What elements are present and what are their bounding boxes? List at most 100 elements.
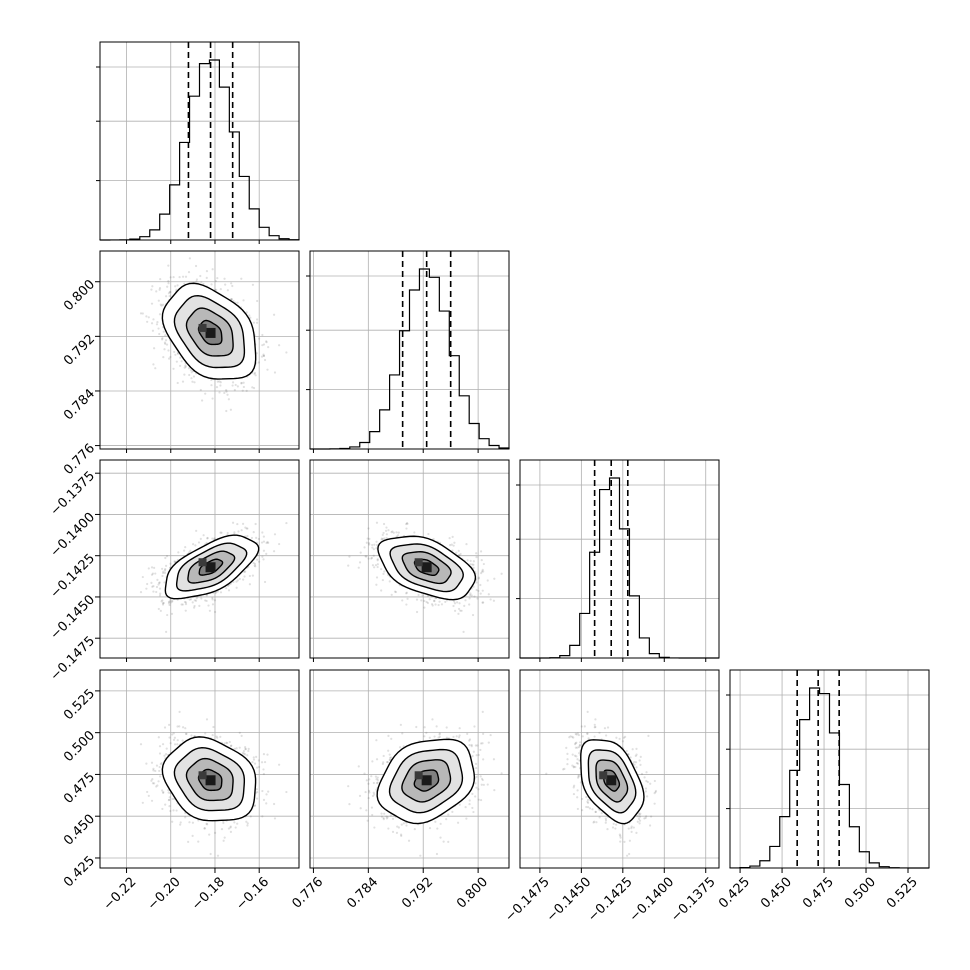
sample-point: [160, 304, 163, 307]
sample-point: [406, 597, 409, 600]
sample-point: [184, 609, 187, 612]
sample-point: [181, 275, 185, 278]
sample-point: [243, 570, 246, 574]
sample-point: [500, 572, 503, 575]
sample-point: [466, 559, 469, 562]
sample-point: [253, 564, 256, 567]
sample-point: [167, 600, 171, 604]
sample-point: [262, 535, 265, 538]
sample-point: [263, 580, 267, 584]
sample-point: [229, 744, 233, 748]
sample-point: [234, 383, 237, 387]
sample-point: [164, 568, 167, 571]
sample-point: [168, 603, 171, 607]
sample-point: [434, 603, 437, 606]
sample-point: [173, 560, 176, 564]
sample-point: [238, 577, 241, 581]
sample-point: [161, 807, 164, 811]
sample-point: [255, 766, 259, 769]
sample-point: [375, 583, 378, 586]
sample-point: [421, 594, 424, 597]
sample-point: [170, 612, 174, 615]
histogram-panel-2: [516, 459, 720, 662]
sample-point: [482, 601, 485, 604]
sample-point: [211, 537, 214, 540]
sample-point: [179, 356, 182, 359]
sample-point: [440, 603, 444, 606]
sample-point: [193, 599, 196, 602]
sample-point: [232, 580, 235, 584]
sample-point: [159, 775, 162, 778]
sample-point: [199, 388, 202, 392]
sample-point: [211, 596, 214, 600]
sample-point: [390, 593, 393, 596]
sample-point: [183, 366, 186, 369]
sample-point: [272, 313, 276, 316]
sample-point: [267, 541, 270, 544]
density-peak: [205, 327, 216, 338]
sample-point: [214, 591, 217, 595]
sample-point: [246, 534, 249, 538]
sample-point: [460, 609, 463, 612]
sample-point: [159, 763, 162, 766]
sample-point: [184, 365, 187, 368]
sample-point: [236, 579, 239, 582]
sample-point: [266, 753, 269, 756]
sample-point: [430, 603, 434, 606]
sample-point: [172, 275, 175, 279]
sample-point: [166, 285, 169, 288]
sample-point: [401, 599, 404, 602]
sample-point: [476, 597, 479, 600]
sample-point: [162, 601, 165, 605]
sample-point: [481, 601, 484, 604]
sample-point: [230, 744, 233, 747]
sample-point: [248, 314, 251, 317]
sample-point: [176, 381, 179, 385]
sample-point: [172, 732, 175, 735]
sample-point: [458, 554, 461, 557]
sample-point: [164, 564, 168, 567]
sample-point: [479, 583, 482, 587]
sample-point: [437, 603, 440, 607]
sample-point: [405, 521, 409, 525]
sample-point: [253, 562, 257, 566]
sample-point: [263, 358, 267, 362]
sample-point: [262, 753, 266, 756]
sample-point: [164, 556, 167, 560]
sample-point: [375, 547, 378, 550]
sample-point: [219, 288, 222, 291]
sample-point: [255, 536, 258, 539]
sample-point: [161, 743, 165, 746]
sample-point: [229, 830, 233, 833]
sample-point: [211, 397, 214, 400]
sample-point: [151, 329, 155, 332]
sample-point: [152, 318, 155, 321]
sample-point: [413, 531, 416, 534]
contour-line: [173, 294, 246, 369]
sample-point: [366, 537, 369, 540]
sample-point: [158, 286, 162, 290]
sample-point: [255, 318, 259, 321]
sample-point: [482, 570, 485, 573]
sample-point: [175, 360, 178, 363]
sample-point: [233, 388, 236, 392]
sample-point: [154, 367, 157, 370]
sample-point: [204, 599, 207, 602]
sample-point: [448, 537, 451, 540]
sample-point: [164, 342, 167, 345]
sample-point: [376, 558, 379, 561]
sample-point: [158, 587, 162, 590]
sample-point: [471, 563, 474, 566]
sample-point: [457, 553, 460, 557]
sample-point: [433, 599, 436, 603]
density-panel-1-0: [99, 250, 300, 453]
sample-point: [240, 734, 243, 738]
sample-point: [206, 536, 209, 540]
sample-point: [382, 522, 386, 526]
sample-point: [230, 282, 233, 285]
sample-point: [151, 782, 155, 785]
sample-point: [158, 313, 162, 316]
sample-point: [150, 761, 154, 764]
sample-point: [181, 739, 184, 742]
sample-point: [420, 599, 423, 602]
